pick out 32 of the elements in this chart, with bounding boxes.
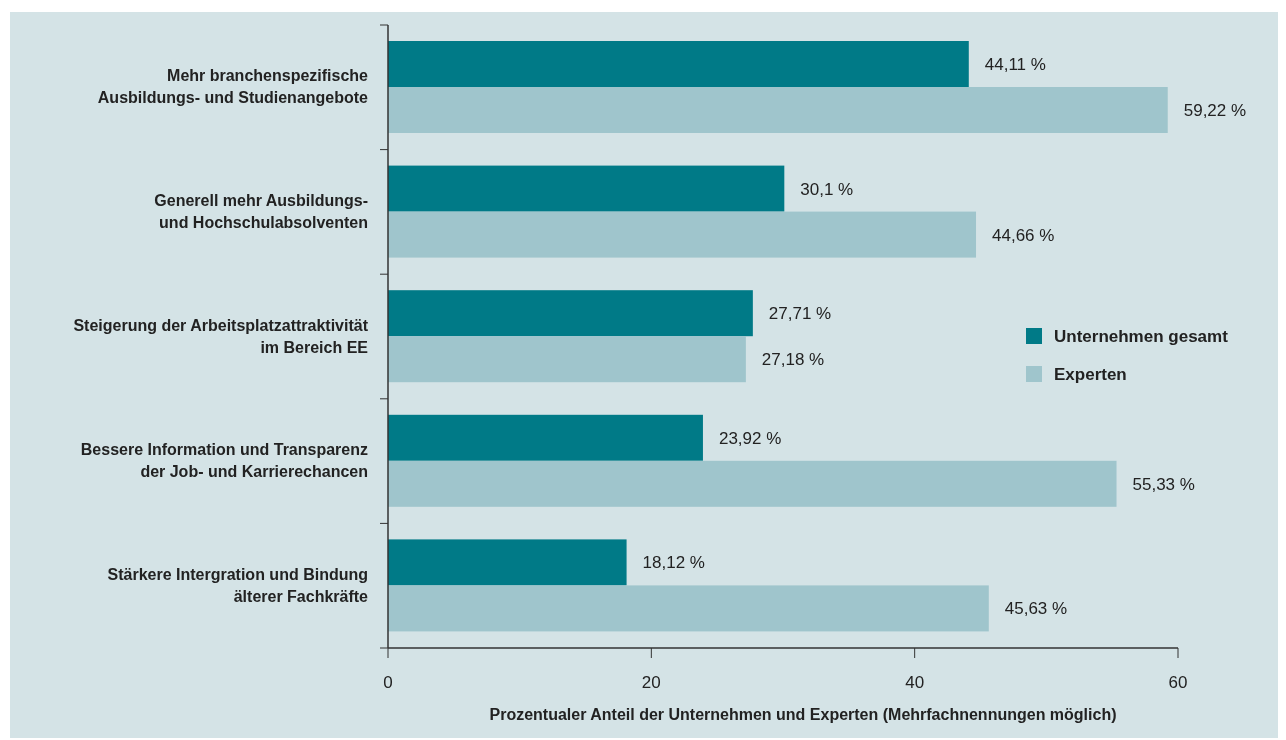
data-label: 55,33 %: [1132, 474, 1195, 494]
y-tick-label: Bessere Information und Transparenz der Job- und Karrierechancen: [80, 441, 368, 481]
bar: [388, 460, 1117, 507]
x-axis-title: Prozentualer Anteil der Unternehmen und Experten (Mehrfachnennungen möglich): [489, 706, 1117, 723]
y-tick-label: Steigerung der Arbeitsplatzattraktivität im Bereich EE: [73, 316, 369, 356]
x-tick-label: 40: [905, 673, 925, 692]
data-label: 30,1 %: [800, 179, 854, 199]
data-label: 44,66 %: [992, 225, 1055, 245]
bar: [388, 336, 746, 383]
data-label: 18,12 %: [642, 553, 705, 573]
legend-label: Unternehmen gesamt: [1054, 327, 1229, 346]
data-label: 44,11 %: [984, 55, 1046, 74]
x-tick-label: 20: [641, 673, 661, 692]
bar: [388, 585, 989, 632]
bar: [388, 414, 703, 461]
x-tick-label: 0: [383, 673, 393, 692]
data-label: 45,63 %: [1004, 599, 1068, 619]
legend-label: Experten: [1054, 365, 1127, 384]
bar: [388, 87, 1168, 133]
bar: [388, 165, 785, 212]
data-label: 23,92 %: [718, 428, 782, 448]
bar: [388, 290, 753, 337]
x-tick-label: 60: [1168, 673, 1188, 692]
y-tick-label: Mehr branchenspezifische Ausbildungs- und Studienangebote: [97, 67, 369, 107]
y-tick-label: Generell mehr Ausbildungs- und Hochschulabsolventen: [154, 191, 368, 231]
bar: [388, 211, 977, 258]
data-label: 27,71 %: [768, 304, 832, 324]
data-label: 59,22 %: [1183, 101, 1247, 120]
bar: [388, 539, 627, 586]
y-tick-label: Stärkere Intergration und Bindung älterer Fachkräfte: [107, 565, 369, 605]
data-label: 27,18 %: [761, 350, 825, 370]
bar: [388, 41, 969, 87]
